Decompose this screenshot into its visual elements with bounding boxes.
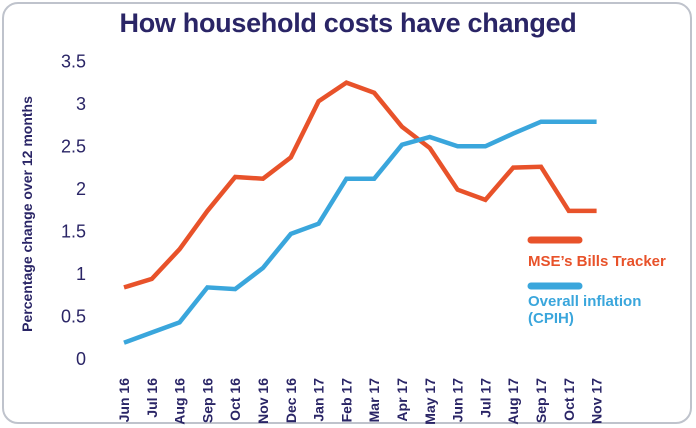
y-axis: 0 0.5 1 1.5 2 2.5 3 3.5 bbox=[61, 52, 86, 370]
chart-title: How household costs have changed bbox=[119, 8, 577, 38]
legend-label: MSE’s Bills Tracker bbox=[528, 253, 666, 270]
x-tick-label: Jan 17 bbox=[311, 378, 327, 422]
y-tick-label: 2 bbox=[76, 179, 86, 199]
y-tick-label: 1 bbox=[76, 264, 86, 284]
series-line-0 bbox=[123, 80, 597, 290]
x-tick-label: Oct 17 bbox=[561, 378, 577, 421]
series-line-1 bbox=[123, 119, 597, 345]
series-layer bbox=[123, 80, 597, 345]
x-tick-label: Jun 16 bbox=[116, 378, 132, 423]
x-tick-label: Nov 16 bbox=[255, 378, 271, 424]
y-tick-label: 0 bbox=[76, 349, 86, 369]
x-tick-label: Jul 17 bbox=[477, 378, 493, 418]
x-tick-label: Sep 16 bbox=[199, 378, 215, 423]
legend: MSE’s Bills Tracker Overall inflation(CPI… bbox=[527, 236, 666, 327]
y-tick-label: 1.5 bbox=[61, 222, 86, 242]
x-tick-label: Jun 17 bbox=[450, 378, 466, 423]
y-tick-label: 3 bbox=[76, 94, 86, 114]
y-axis-label: Percentage change over 12 months bbox=[19, 96, 35, 332]
legend-label: (CPIH) bbox=[528, 310, 574, 327]
y-tick-label: 0.5 bbox=[61, 307, 86, 327]
legend-label: Overall inflation bbox=[528, 293, 641, 310]
x-tick-label: Oct 16 bbox=[227, 378, 243, 421]
x-tick-label: Apr 17 bbox=[394, 378, 410, 422]
x-tick-label: Aug 17 bbox=[505, 378, 521, 425]
x-tick-label: Sep 17 bbox=[533, 378, 549, 423]
x-tick-label: Feb 17 bbox=[338, 378, 354, 423]
x-tick-label: May 17 bbox=[422, 378, 438, 425]
x-tick-label: Nov 17 bbox=[589, 378, 605, 424]
x-tick-label: Jul 16 bbox=[144, 378, 160, 418]
y-tick-label: 3.5 bbox=[61, 52, 86, 72]
x-tick-label: Mar 17 bbox=[366, 378, 382, 423]
y-tick-label: 2.5 bbox=[61, 137, 86, 157]
x-tick-label: Aug 16 bbox=[172, 378, 188, 425]
x-axis: Jun 16 Jul 16 Aug 16 Sep 16 Oct 16 Nov 16 Dec … bbox=[116, 378, 605, 425]
x-tick-label: Dec 16 bbox=[283, 378, 299, 423]
